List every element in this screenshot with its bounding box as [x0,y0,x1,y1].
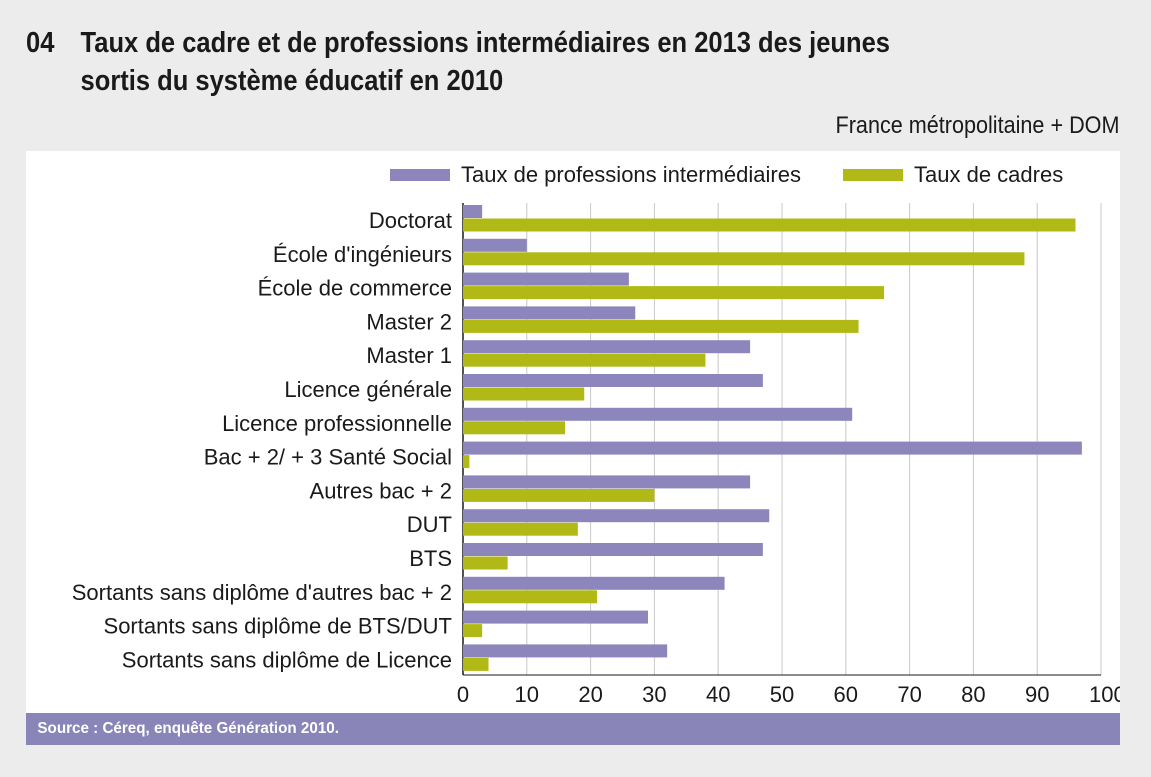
bar-cadres [463,387,585,401]
bar-cadres [463,590,597,604]
bar-intermediaires [463,238,527,252]
bar-intermediaires [463,407,853,421]
chart-panel: 0 10 20 30 40 50 60 70 80 90 100 % Doctorat École d'… [26,151,1120,713]
category-label: École d'ingénieurs [273,242,452,267]
category-label: Sortants sans diplôme de BTS/DUT [104,614,452,639]
bar-cadres [463,319,859,333]
category-label: Licence générale [284,377,452,402]
category-label: Autres bac + 2 [310,478,452,503]
bar-intermediaires [463,644,668,658]
legend-swatch-intermediaires [390,169,450,181]
bar-cadres [463,657,489,671]
x-tick-label: 80 [961,682,985,707]
source-text: Source : Céreq, enquête Génération 2010. [37,720,339,737]
category-label: Bac + 2/ + 3 Santé Social [204,445,452,470]
bar-intermediaires [463,475,751,489]
legend-label-intermediaires: Taux de professions intermédiaires [461,162,801,187]
category-label: Sortants sans diplôme d'autres bac + 2 [72,580,452,605]
bar-intermediaires [463,205,483,218]
legend-swatch-cadres [843,169,903,181]
category-label: BTS [409,546,452,571]
bar-intermediaires [463,610,649,624]
bar-intermediaires [463,576,725,590]
bar-cadres [463,522,578,536]
x-tick-label: 40 [706,682,730,707]
bar-cadres [463,421,566,435]
bar-cadres [463,556,508,570]
bar-chart: 0 10 20 30 40 50 60 70 80 90 100 % Doctorat École d'… [72,162,1120,707]
bar-cadres [463,353,706,367]
bar-cadres [463,455,470,469]
legend-label-cadres: Taux de cadres [914,162,1063,187]
source-bar: Source : Céreq, enquête Génération 2010. [26,713,1120,745]
category-label: Sortants sans diplôme de Licence [122,647,452,672]
category-label: Doctorat [369,208,452,233]
x-tick-label: 20 [578,682,602,707]
category-label: Licence professionnelle [222,411,452,436]
bar-cadres [463,624,483,638]
bar-intermediaires [463,374,763,387]
bar-intermediaires [463,340,751,354]
bar-cadres [463,488,655,502]
title-line-2: sortis du système éducatif en 2010 [80,65,504,97]
category-label: DUT [407,512,452,537]
category-label: Master 2 [366,309,452,334]
x-tick-label: 10 [515,682,539,707]
x-tick-label: 50 [770,682,794,707]
x-tick-label: 60 [834,682,858,707]
x-tick-label: 0 [457,682,469,707]
x-tick-label: 90 [1025,682,1049,707]
bar-intermediaires [463,543,763,556]
category-label: École de commerce [258,276,452,301]
title-line-1: Taux de cadre et de professions interméd… [80,27,890,59]
bar-cadres [463,286,885,300]
bar-intermediaires [463,441,1082,455]
bar-intermediaires [463,272,629,286]
chart-number: 04 [26,27,55,59]
bar-cadres [463,252,1025,266]
x-tick-label: 30 [642,682,666,707]
bar-intermediaires [463,306,636,320]
x-tick-label: 70 [897,682,921,707]
category-label: Master 1 [366,343,452,368]
bar-cadres [463,218,1076,232]
x-tick-label: 100 % [1089,682,1120,707]
chart-title: 04 Taux de cadre et de professions interm… [26,24,994,100]
bar-intermediaires [463,509,770,523]
chart-subtitle: France métropolitaine + DOM [835,112,1119,139]
